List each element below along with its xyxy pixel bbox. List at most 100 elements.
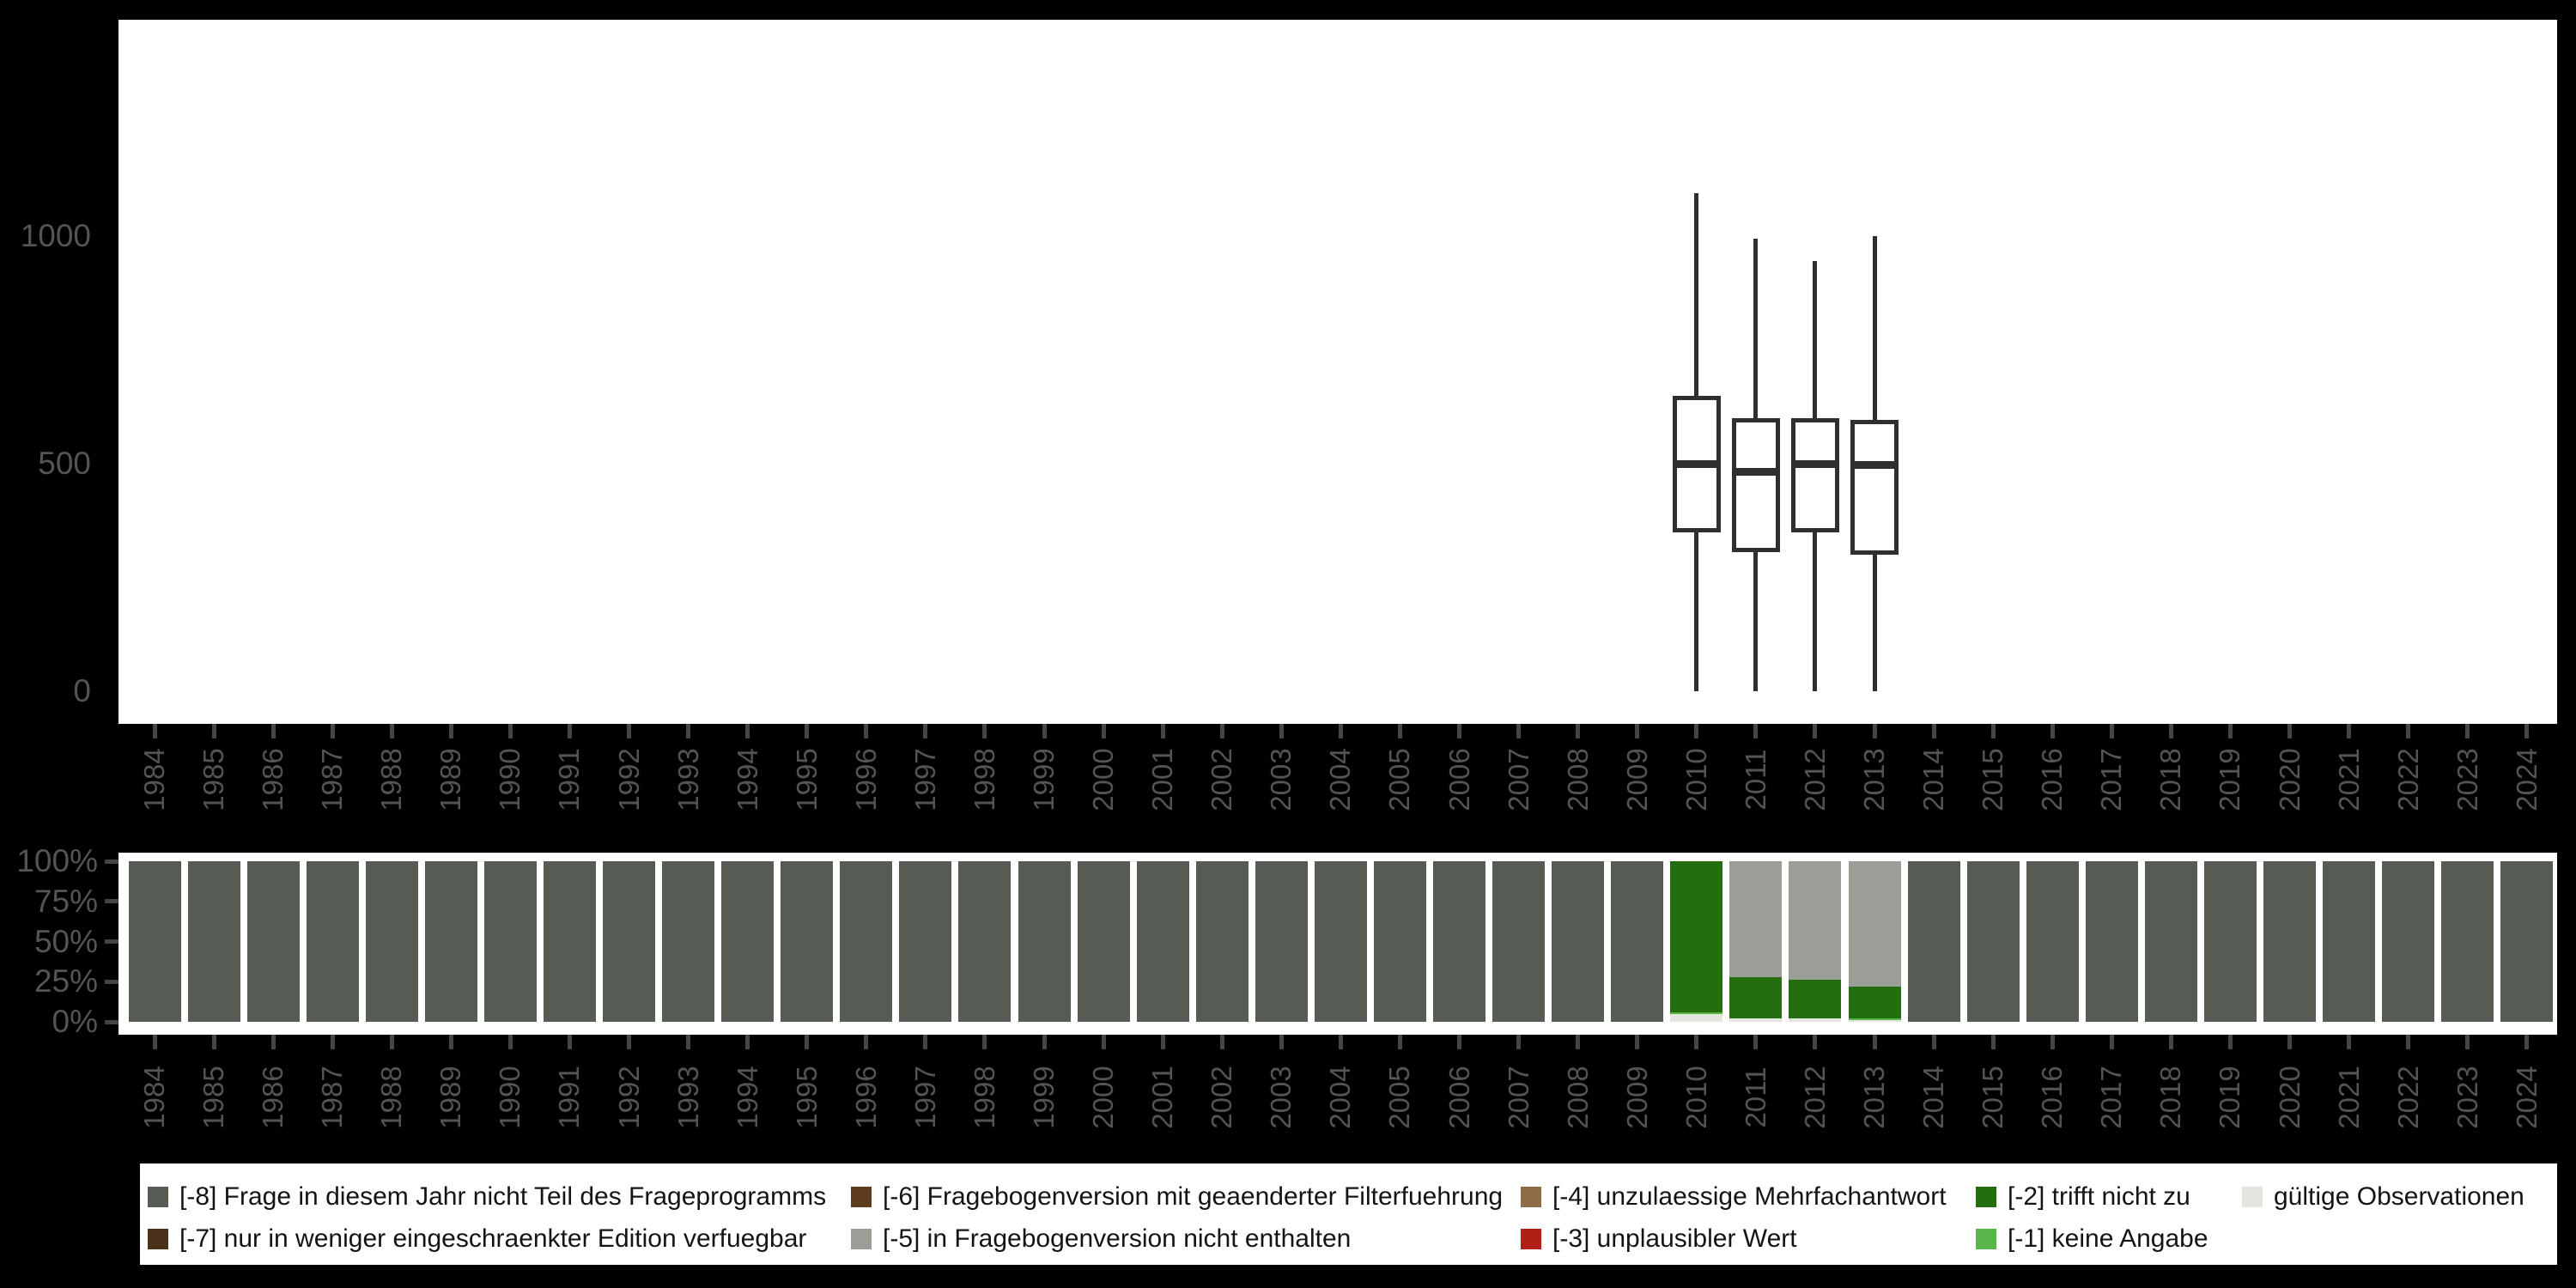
x-tick-label: 2005	[1383, 1066, 1416, 1129]
x-tick	[923, 724, 928, 738]
x-tick-label: 2023	[2451, 748, 2483, 811]
x-tick-label: 1994	[731, 748, 763, 811]
bar-segment-2008--8	[1552, 861, 1605, 1022]
y-tick-label: 100%	[16, 843, 98, 878]
x-tick-label: 2024	[2510, 748, 2543, 811]
bar-segment-2020--8	[2263, 861, 2317, 1022]
y-tick	[105, 939, 118, 944]
x-tick	[805, 724, 810, 738]
y-tick-label: 75%	[33, 883, 98, 919]
x-tick	[1397, 724, 1402, 738]
bar-segment-2001--8	[1136, 861, 1189, 1022]
bar-segment-2014--8	[1907, 861, 1960, 1022]
boxplot-median-2012	[1790, 459, 1839, 468]
x-tick-label: 2012	[1798, 748, 1831, 811]
x-tick-label: 2018	[2154, 1066, 2187, 1129]
x-tick-label: 2022	[2391, 748, 2424, 811]
x-tick	[982, 1035, 987, 1049]
x-tick-label: 2020	[2273, 748, 2306, 811]
x-tick-label: 2007	[1502, 748, 1534, 811]
bar-segment-2010--2	[1670, 861, 1723, 1012]
x-tick	[567, 1035, 572, 1049]
legend-item--8: [-8] Frage in diesem Jahr nicht Teil des…	[148, 1183, 826, 1211]
x-tick	[1160, 1035, 1165, 1049]
x-tick	[1872, 1035, 1877, 1049]
bar-segment-2023--8	[2441, 861, 2494, 1022]
x-tick	[1338, 724, 1343, 738]
x-tick	[2227, 724, 2233, 738]
bar-segment-1987--8	[306, 861, 359, 1022]
bar-segment-2003--8	[1255, 861, 1308, 1022]
x-tick	[1753, 724, 1759, 738]
legend-item-valid: gültige Observationen	[2242, 1183, 2524, 1211]
bar-segment-2012--2	[1789, 980, 1842, 1019]
x-tick	[330, 1035, 335, 1049]
legend-item--6: [-6] Fragebogenversion mit geaenderter F…	[851, 1183, 1503, 1211]
x-tick	[2287, 1035, 2293, 1049]
x-tick	[389, 1035, 394, 1049]
x-tick-label: 2004	[1324, 1066, 1357, 1129]
bar-segment-2012--5	[1789, 861, 1842, 981]
bar-segment-2016--8	[2026, 861, 2079, 1022]
x-tick-label: 2002	[1206, 748, 1238, 811]
x-tick	[1576, 1035, 1581, 1049]
bar-segment-2013-valid	[1848, 1020, 1901, 1022]
x-tick	[2109, 1035, 2114, 1049]
boxplot-median-2011	[1731, 467, 1780, 476]
x-tick	[448, 724, 453, 738]
x-tick-label: 2008	[1561, 748, 1594, 811]
legend-label--2: [-2] trifft nicht zu	[2008, 1182, 2190, 1211]
x-tick	[152, 1035, 157, 1049]
x-tick	[270, 1035, 276, 1049]
boxplot-box-2013	[1850, 419, 1899, 555]
x-tick	[330, 724, 335, 738]
x-tick	[507, 1035, 513, 1049]
x-tick	[864, 1035, 869, 1049]
x-tick-label: 2003	[1265, 1066, 1297, 1129]
bar-segment-1999--8	[1018, 861, 1071, 1022]
bar-segment-2013--2	[1848, 986, 1901, 1019]
x-tick-label: 1989	[434, 1066, 467, 1129]
legend-swatch--5	[851, 1229, 872, 1249]
x-tick	[627, 724, 632, 738]
x-tick-label: 1987	[316, 1066, 349, 1129]
x-tick-label: 1986	[257, 748, 289, 811]
x-tick	[507, 724, 513, 738]
x-tick	[1457, 1035, 1462, 1049]
x-tick	[270, 724, 276, 738]
x-tick	[2287, 724, 2293, 738]
bar-segment-1995--8	[781, 861, 834, 1022]
legend-item--5: [-5] in Fragebogenversion nicht enthalte…	[851, 1225, 1351, 1253]
bar-segment-1984--8	[128, 861, 181, 1022]
y-tick	[105, 1019, 118, 1024]
x-tick	[2347, 1035, 2352, 1049]
x-tick	[1160, 724, 1165, 738]
x-tick	[1990, 724, 1996, 738]
x-tick-label: 2024	[2510, 1066, 2543, 1129]
x-tick-label: 1995	[790, 1066, 823, 1129]
legend-swatch-valid	[2242, 1187, 2263, 1207]
bar-segment-2011--2	[1729, 976, 1783, 1019]
x-tick	[448, 1035, 453, 1049]
x-tick	[1694, 724, 1699, 738]
legend-swatch--1	[1976, 1229, 1996, 1249]
x-tick	[2109, 724, 2114, 738]
y-tick-label: 0	[73, 673, 91, 708]
x-tick-label: 2015	[1977, 1066, 2009, 1129]
x-tick-label: 2020	[2273, 1066, 2306, 1129]
legend-item--1: [-1] keine Angabe	[1976, 1225, 2208, 1253]
y-tick	[105, 899, 118, 904]
x-tick-label: 2001	[1146, 748, 1179, 811]
x-tick-label: 1988	[375, 748, 408, 811]
x-tick	[686, 724, 691, 738]
bar-segment-1993--8	[662, 861, 715, 1022]
x-tick-label: 1998	[968, 748, 1000, 811]
x-tick	[2524, 1035, 2530, 1049]
x-tick-label: 2019	[2214, 748, 2246, 811]
bar-segment-2021--8	[2323, 861, 2376, 1022]
x-tick	[864, 724, 869, 738]
x-tick-label: 1985	[197, 748, 230, 811]
legend-swatch--6	[851, 1187, 872, 1207]
x-tick-label: 1985	[197, 1066, 230, 1129]
legend-swatch--4	[1521, 1187, 1541, 1207]
